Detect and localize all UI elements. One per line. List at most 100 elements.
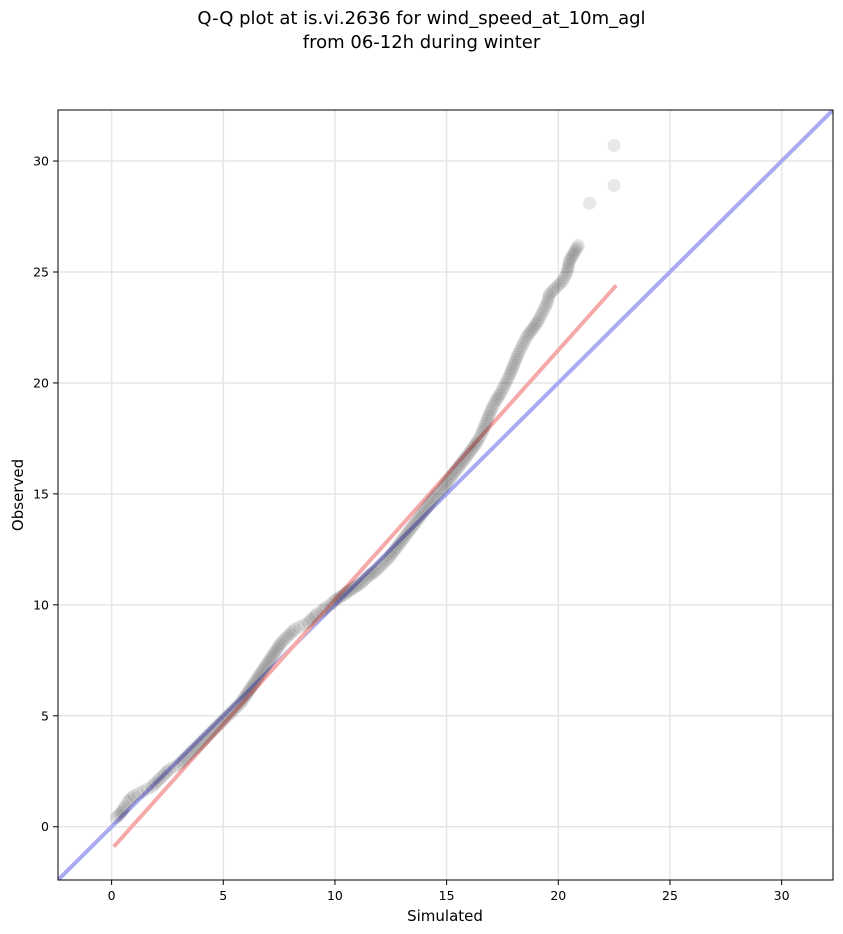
qq-point xyxy=(437,480,451,494)
qq-point xyxy=(183,747,197,761)
qq-point xyxy=(388,542,402,556)
qq-point xyxy=(483,405,497,419)
qq-point xyxy=(370,562,384,576)
qq-point xyxy=(265,649,279,663)
qq-point xyxy=(559,268,573,282)
qq-point xyxy=(408,516,422,530)
y-tick-label: 0 xyxy=(41,819,49,834)
qq-point xyxy=(196,733,210,747)
qq-point xyxy=(140,782,154,796)
qq-point xyxy=(267,647,281,661)
qq-point xyxy=(443,471,457,485)
qq-point xyxy=(564,252,578,266)
qq-point xyxy=(441,474,455,488)
qq-point xyxy=(264,651,278,665)
qq-point xyxy=(339,586,353,600)
qq-point xyxy=(435,482,449,496)
qq-point xyxy=(317,602,331,616)
qq-point xyxy=(359,571,373,585)
qq-point xyxy=(480,414,494,428)
qq-point xyxy=(503,367,517,381)
qq-point xyxy=(475,425,489,439)
qq-point xyxy=(453,458,467,472)
qq-point xyxy=(422,498,436,512)
qq-point xyxy=(509,353,523,367)
qq-point xyxy=(472,431,486,445)
qq-point xyxy=(556,274,570,288)
qq-point xyxy=(484,403,498,417)
qq-point xyxy=(493,387,507,401)
qq-point xyxy=(203,727,217,741)
qq-point xyxy=(237,691,251,705)
qq-point xyxy=(506,361,520,375)
qq-point xyxy=(417,505,431,519)
qq-point xyxy=(507,358,521,372)
qq-point xyxy=(117,802,131,816)
qq-point xyxy=(557,271,571,285)
qq-point xyxy=(423,496,437,510)
qq-point xyxy=(306,611,320,625)
identity-reference-line xyxy=(58,110,833,880)
qq-point xyxy=(330,592,344,606)
qq-point xyxy=(561,259,575,273)
qq-point xyxy=(402,525,416,539)
qq-point xyxy=(350,579,364,593)
qq-point xyxy=(283,627,297,641)
qq-point xyxy=(207,722,221,736)
qq-point xyxy=(361,569,375,583)
qq-point xyxy=(397,531,411,545)
qq-point xyxy=(499,375,513,389)
qq-point xyxy=(508,355,522,369)
qq-point xyxy=(490,391,504,405)
qq-point xyxy=(469,436,483,450)
qq-point xyxy=(357,573,371,587)
qq-point xyxy=(400,527,414,541)
qq-point xyxy=(185,744,199,758)
qq-point xyxy=(495,384,509,398)
qq-point xyxy=(219,711,233,725)
qq-point xyxy=(172,758,186,772)
qq-point xyxy=(337,587,351,601)
qq-point xyxy=(519,332,533,346)
qq-point xyxy=(568,245,582,259)
qq-point xyxy=(136,784,150,798)
qq-point xyxy=(379,553,393,567)
qq-point xyxy=(303,613,317,627)
qq-point xyxy=(410,514,424,528)
qq-point xyxy=(227,702,241,716)
qq-point xyxy=(375,558,389,572)
qq-point xyxy=(248,676,262,690)
qq-point xyxy=(498,378,512,392)
qq-point xyxy=(607,139,621,153)
qq-point xyxy=(486,400,500,414)
qq-point xyxy=(158,766,172,780)
chart-title-line-2: from 06-12h during winter xyxy=(302,32,541,53)
qq-point xyxy=(221,709,235,723)
qq-point xyxy=(326,596,340,610)
qq-point xyxy=(122,793,136,807)
qq-point xyxy=(496,381,510,395)
qq-point xyxy=(517,335,531,349)
qq-point xyxy=(450,462,464,476)
qq-point xyxy=(118,800,132,814)
qq-point xyxy=(301,616,315,630)
x-axis-ticks: 0 5 10 15 20 25 30 xyxy=(108,880,790,903)
qq-point xyxy=(255,664,269,678)
qq-point xyxy=(245,680,259,694)
qq-point xyxy=(178,751,192,765)
qq-point xyxy=(522,327,536,341)
x-tick-label: 0 xyxy=(108,888,116,903)
qq-point xyxy=(131,786,145,800)
qq-point xyxy=(249,673,263,687)
qq-point xyxy=(348,580,362,594)
qq-point xyxy=(243,682,257,696)
qq-point xyxy=(216,713,230,727)
qq-point xyxy=(145,780,159,794)
qq-point xyxy=(214,715,228,729)
qq-point xyxy=(364,568,378,582)
qq-point xyxy=(492,389,506,403)
qq-point xyxy=(160,764,174,778)
qq-point xyxy=(478,419,492,433)
qq-point xyxy=(335,589,349,603)
